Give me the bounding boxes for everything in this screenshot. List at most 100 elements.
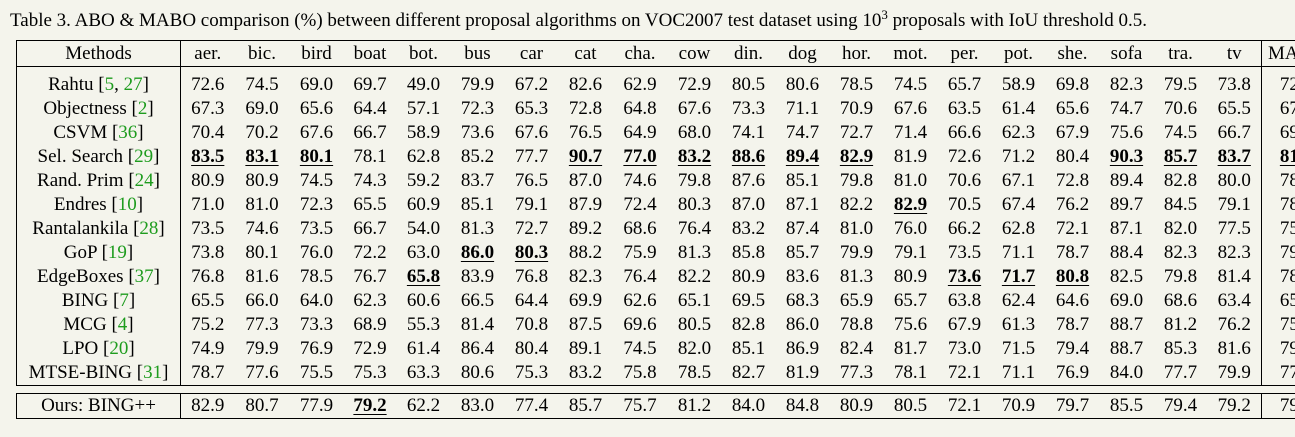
value-cell: 76.5 bbox=[559, 121, 613, 145]
mabo-cell: 78.9 bbox=[1261, 265, 1295, 289]
cell-value: 73.5 bbox=[191, 218, 225, 239]
cell-value: tra. bbox=[1168, 43, 1193, 64]
cell-value: 64.9 bbox=[623, 122, 657, 143]
cell-value: 82.0 bbox=[677, 338, 712, 359]
cell-value: 89.4 bbox=[785, 146, 820, 167]
cell-value: 87.1 bbox=[1109, 218, 1144, 239]
value-cell: 65.7 bbox=[938, 73, 992, 97]
cell-value: 81.6 bbox=[245, 266, 279, 287]
value-cell: 82.8 bbox=[1154, 169, 1208, 193]
cell-value: 68.6 bbox=[623, 218, 657, 239]
citation-link[interactable]: 36 bbox=[118, 122, 138, 143]
cell-value: 80.9 bbox=[731, 266, 766, 287]
cell-value: 75.7 bbox=[623, 395, 657, 416]
citation-link[interactable]: 7 bbox=[119, 290, 129, 311]
cell-value: 75.2 bbox=[191, 314, 225, 335]
cell-value: 82.8 bbox=[1163, 170, 1198, 191]
citation-link[interactable]: 29 bbox=[134, 146, 154, 167]
cell-value: 76.9 bbox=[1055, 362, 1090, 383]
mabo-cell: 72.2 bbox=[1261, 73, 1295, 97]
cell-value: 69.0 bbox=[299, 74, 334, 95]
value-cell: 82.8 bbox=[722, 313, 776, 337]
value-cell: 66.7 bbox=[1208, 121, 1262, 145]
cell-value: 78.1 bbox=[893, 362, 928, 383]
table-row: Objectness [2] 67.3 69.0 65.6 64.4 57.1 72.3 65… bbox=[16, 97, 1295, 121]
citation-link[interactable]: 4 bbox=[117, 314, 128, 335]
value-cell: 80.7 bbox=[234, 393, 290, 419]
value-cell: 80.3 bbox=[668, 193, 722, 217]
cell-value: 79.9 bbox=[460, 74, 495, 95]
value-cell: 75.3 bbox=[343, 361, 397, 386]
cell-value: 90.7 bbox=[568, 146, 603, 167]
value-cell: 88.2 bbox=[559, 241, 613, 265]
cell-value: 82.0 bbox=[1163, 218, 1198, 239]
cell-value: 80.4 bbox=[514, 338, 549, 359]
cell-value: 79.1 bbox=[1217, 194, 1251, 215]
citation-link[interactable]: 27 bbox=[123, 74, 143, 95]
value-cell: 83.2 bbox=[558, 361, 613, 386]
value-cell: 74.6 bbox=[613, 169, 668, 193]
citation-link[interactable]: 2 bbox=[137, 98, 148, 119]
cell-value: 87.5 bbox=[568, 314, 603, 335]
value-cell: 80.5 bbox=[883, 393, 938, 419]
value-cell: 63.3 bbox=[396, 361, 451, 386]
cell-value: 70.9 bbox=[839, 98, 874, 119]
cell-value: 85.1 bbox=[731, 338, 766, 359]
value-cell: 66.0 bbox=[235, 289, 290, 313]
value-cell: 77.5 bbox=[1208, 217, 1262, 241]
cell-value: 86.0 bbox=[460, 242, 495, 263]
value-cell: 63.4 bbox=[1208, 289, 1262, 313]
value-cell: 62.6 bbox=[613, 289, 668, 313]
cell-value: 75.5 bbox=[299, 362, 334, 383]
value-cell: 58.9 bbox=[992, 73, 1046, 97]
citation-link[interactable]: 28 bbox=[139, 218, 159, 239]
cell-value: 62.3 bbox=[1001, 122, 1036, 143]
citation-link[interactable]: 19 bbox=[107, 242, 127, 263]
cell-value: 90.3 bbox=[1109, 146, 1144, 167]
value-cell: 82.2 bbox=[830, 193, 884, 217]
value-cell: 78.8 bbox=[830, 313, 884, 337]
citation-link[interactable]: 20 bbox=[109, 338, 129, 359]
cell-value: 74.6 bbox=[623, 170, 657, 191]
value-cell: 82.4 bbox=[830, 337, 884, 361]
value-cell: 81.6 bbox=[235, 265, 290, 289]
value-cell: 79.9 bbox=[235, 337, 290, 361]
spacer-cell bbox=[1045, 385, 1100, 394]
cell-value: 88.4 bbox=[1109, 242, 1144, 263]
cell-value: 76.4 bbox=[677, 218, 712, 239]
value-cell: 83.2 bbox=[722, 217, 776, 241]
cell-value: 79.7 bbox=[1055, 395, 1090, 416]
citation-link[interactable]: 10 bbox=[117, 194, 137, 215]
value-cell: 82.9 bbox=[180, 393, 235, 419]
value-cell: 87.1 bbox=[1100, 217, 1154, 241]
value-cell: 72.4 bbox=[613, 193, 668, 217]
cell-value: 84.5 bbox=[1163, 194, 1198, 215]
method-name: Rand. Prim [24] bbox=[16, 169, 181, 193]
value-cell: 73.3 bbox=[722, 97, 776, 121]
cell-value: 77.7 bbox=[514, 146, 549, 167]
cell-value: 69.0 bbox=[245, 98, 279, 119]
citation-link[interactable]: 37 bbox=[134, 266, 154, 287]
citation-link[interactable]: 5 bbox=[104, 74, 115, 95]
cell-value: 73.6 bbox=[947, 266, 982, 287]
cell-value: 81.9 bbox=[785, 362, 820, 383]
value-cell: 79.1 bbox=[1208, 193, 1262, 217]
value-cell: 88.6 bbox=[722, 145, 776, 169]
cell-value: 81.3 bbox=[677, 242, 712, 263]
citation-link[interactable]: 31 bbox=[143, 362, 163, 383]
cell-value: 66.0 bbox=[245, 290, 279, 311]
value-cell: 83.1 bbox=[235, 145, 290, 169]
cell-value: 72.7 bbox=[839, 122, 874, 143]
value-cell: 74.7 bbox=[776, 121, 830, 145]
column-header-she: she. bbox=[1045, 40, 1100, 67]
spacer-cell bbox=[1261, 66, 1295, 73]
value-cell: 80.6 bbox=[450, 361, 505, 386]
value-cell: 67.6 bbox=[884, 97, 938, 121]
cell-value: 54.0 bbox=[406, 218, 441, 239]
citation-link[interactable]: 24 bbox=[134, 170, 154, 191]
value-cell: 70.8 bbox=[505, 313, 559, 337]
value-cell: 78.7 bbox=[1046, 313, 1100, 337]
cell-value: 69.7 bbox=[353, 74, 387, 95]
value-cell: 64.4 bbox=[505, 289, 559, 313]
table-row: LPO [20] 74.9 79.9 76.9 72.9 61.4 86.4 80.4 89.1… bbox=[16, 337, 1295, 361]
